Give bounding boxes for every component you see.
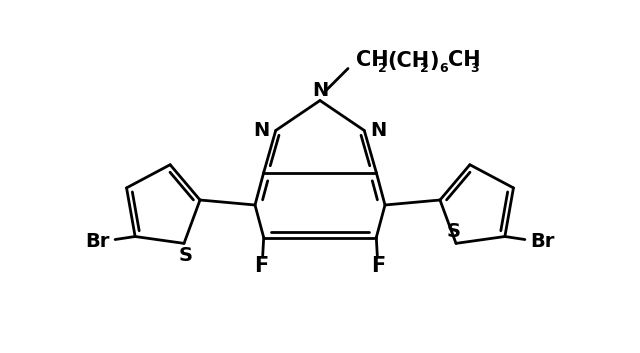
Text: CH: CH <box>356 50 388 71</box>
Text: (CH: (CH <box>387 50 429 71</box>
Text: F: F <box>255 256 269 275</box>
Text: Br: Br <box>531 232 555 251</box>
Text: 2: 2 <box>378 61 387 74</box>
Text: 2: 2 <box>420 61 429 74</box>
Text: S: S <box>179 246 193 265</box>
Text: N: N <box>370 121 387 140</box>
Text: 3: 3 <box>470 61 479 74</box>
Text: Br: Br <box>85 232 109 251</box>
Text: N: N <box>253 121 270 140</box>
Text: S: S <box>447 222 461 241</box>
Text: ): ) <box>429 50 438 71</box>
Text: 6: 6 <box>439 61 447 74</box>
Text: CH: CH <box>448 50 481 71</box>
Text: N: N <box>312 81 328 100</box>
Text: F: F <box>371 256 385 275</box>
